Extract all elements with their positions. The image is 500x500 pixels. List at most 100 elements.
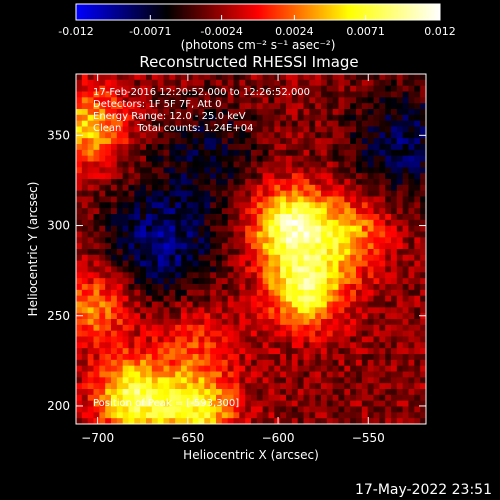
heatmap-cell: [373, 237, 380, 244]
heatmap-cell: [210, 184, 217, 192]
heatmap-cell: [332, 365, 339, 372]
heatmap-cell: [361, 91, 369, 98]
heatmap-cell: [408, 173, 415, 180]
heatmap-cell: [321, 295, 328, 302]
heatmap-cell: [385, 348, 392, 355]
heatmap-cell: [286, 144, 293, 151]
heatmap-cell: [128, 85, 135, 92]
heatmap-cell: [233, 307, 240, 314]
heatmap-cell: [227, 231, 234, 238]
heatmap-cell: [93, 132, 100, 139]
heatmap-cell: [76, 324, 83, 332]
heatmap-cell: [227, 173, 234, 180]
heatmap-cell: [239, 225, 246, 232]
heatmap-cell: [280, 219, 287, 227]
heatmap-cell: [408, 371, 415, 378]
heatmap-cell: [233, 91, 240, 98]
heatmap-cell: [169, 348, 176, 355]
heatmap-cell: [105, 324, 112, 332]
heatmap-cell: [344, 184, 351, 192]
heatmap-cell: [402, 348, 409, 355]
heatmap-cell: [256, 342, 264, 349]
heatmap-cell: [157, 91, 164, 98]
heatmap-cell: [356, 394, 363, 402]
heatmap-cell: [151, 237, 159, 244]
heatmap-cell: [297, 184, 304, 192]
heatmap-cell: [204, 120, 211, 127]
heatmap-cell: [385, 365, 392, 372]
heatmap-cell: [391, 225, 398, 232]
heatmap-cell: [186, 196, 194, 203]
heatmap-cell: [321, 138, 328, 145]
heatmap-cell: [146, 324, 153, 332]
heatmap-cell: [128, 336, 135, 343]
heatmap-cell: [128, 389, 135, 396]
heatmap-cell: [245, 348, 252, 355]
heatmap-cell: [274, 120, 281, 127]
heatmap-cell: [134, 126, 141, 133]
heatmap-cell: [315, 336, 322, 343]
heatmap-cell: [175, 383, 182, 390]
heatmap-cell: [280, 144, 287, 151]
heatmap-cell: [239, 249, 246, 256]
heatmap-cell: [256, 161, 264, 168]
heatmap-cell: [373, 418, 380, 425]
heatmap-cell: [169, 91, 176, 98]
heatmap-cell: [239, 179, 246, 186]
heatmap-cell: [414, 359, 421, 367]
heatmap-cell: [315, 359, 322, 367]
heatmap-cell: [134, 74, 141, 81]
heatmap-cell: [356, 249, 363, 256]
heatmap-cell: [332, 161, 339, 168]
heatmap-cell: [111, 307, 118, 314]
heatmap-cell: [239, 254, 246, 262]
heatmap-cell: [326, 336, 334, 343]
heatmap-cell: [81, 208, 89, 215]
heatmap-cell: [128, 161, 135, 168]
heatmap-cell: [280, 348, 287, 355]
heatmap-cell: [367, 319, 374, 326]
heatmap-cell: [157, 324, 164, 332]
heatmap-cell: [361, 342, 369, 349]
heatmap-cell: [221, 260, 229, 267]
heatmap-cell: [326, 85, 334, 92]
heatmap-cell: [274, 214, 281, 221]
heatmap-cell: [221, 289, 229, 297]
heatmap-cell: [256, 219, 264, 227]
heatmap-cell: [134, 324, 141, 332]
heatmap-cell: [175, 354, 182, 361]
heatmap-cell: [262, 348, 269, 355]
heatmap-cell: [227, 406, 234, 413]
heatmap-cell: [216, 324, 223, 332]
heatmap-cell: [315, 85, 322, 92]
heatmap-cell: [274, 231, 281, 238]
annotation-energy-range: Energy Range: 12.0 - 25.0 keV: [93, 111, 246, 122]
heatmap-cell: [408, 161, 415, 168]
heatmap-cell: [338, 342, 345, 349]
heatmap-cell: [221, 418, 229, 425]
heatmap-cell: [385, 336, 392, 343]
heatmap-cell: [402, 161, 409, 168]
heatmap-cell: [280, 324, 287, 332]
heatmap-cell: [245, 214, 252, 221]
heatmap-cell: [210, 301, 217, 308]
heatmap-cell: [367, 196, 374, 203]
heatmap-cell: [251, 74, 258, 81]
heatmap-cell: [391, 295, 398, 302]
heatmap-cell: [402, 196, 409, 203]
heatmap-cell: [76, 342, 83, 349]
heatmap-cell: [268, 359, 275, 367]
heatmap-cell: [408, 190, 415, 197]
heatmap-cell: [181, 342, 188, 349]
heatmap-cell: [239, 173, 246, 180]
heatmap-cell: [157, 336, 164, 343]
heatmap-cell: [146, 365, 153, 372]
heatmap-cell: [227, 359, 234, 367]
heatmap-cell: [128, 295, 135, 302]
heatmap-cell: [356, 365, 363, 372]
heatmap-cell: [169, 260, 176, 267]
heatmap-cell: [286, 371, 293, 378]
heatmap-cell: [169, 237, 176, 244]
heatmap-cell: [76, 161, 83, 168]
